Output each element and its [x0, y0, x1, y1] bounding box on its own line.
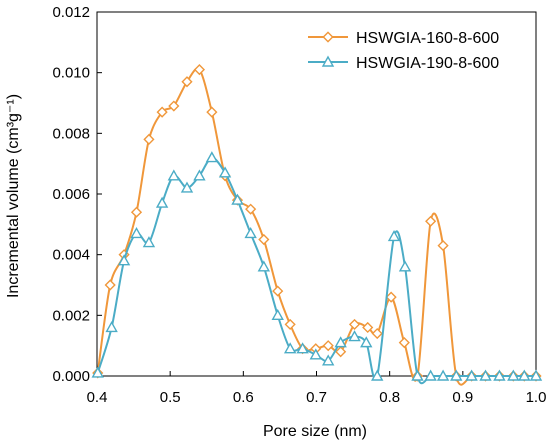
- triangle-marker: [105, 321, 118, 333]
- triangle-marker: [450, 369, 463, 381]
- x-axis-label: Pore size (nm): [263, 423, 367, 440]
- triangle-marker: [271, 308, 284, 321]
- legend: HSWGIA-160-8-600 HSWGIA-190-8-600: [308, 30, 499, 72]
- triangle-marker: [283, 342, 297, 354]
- y-tick-label: 0.010: [52, 65, 90, 82]
- x-axis-ticks: 0.4 0.5 0.6 0.7 0.8 0.9 1.0: [87, 371, 547, 406]
- diamond-marker: [206, 106, 218, 118]
- x-tick-label: 0.9: [452, 389, 473, 406]
- triangle-marker: [205, 151, 219, 163]
- diamond-marker: [362, 321, 374, 334]
- triangle-marker: [244, 226, 257, 239]
- triangle-marker: [309, 348, 322, 360]
- triangle-marker: [424, 369, 437, 381]
- diamond-marker: [130, 206, 143, 218]
- diamond-marker: [245, 203, 257, 215]
- diamond-marker: [272, 285, 284, 297]
- x-tick-label: 0.5: [160, 389, 181, 406]
- y-tick-label: 0.004: [52, 247, 90, 264]
- triangle-marker: [91, 366, 104, 378]
- diamond-marker: [348, 318, 361, 331]
- triangle-marker: [529, 369, 543, 381]
- triangle-marker: [398, 260, 412, 272]
- y-tick-label: 0.002: [52, 307, 90, 324]
- legend-item: HSWGIA-160-8-600: [308, 30, 499, 47]
- triangle-marker: [231, 193, 244, 205]
- series-1: [92, 64, 542, 386]
- diamond-marker: [156, 106, 168, 118]
- y-axis-ticks: 0.000 0.002 0.004 0.006 0.008 0.010 0.012: [52, 4, 102, 385]
- diamond-marker: [104, 279, 116, 291]
- series-layer: [91, 64, 543, 386]
- triangle-marker: [334, 336, 347, 348]
- diamond-marker: [284, 318, 296, 331]
- diamond-marker: [371, 327, 383, 340]
- triangle-marker: [411, 369, 424, 381]
- triangle-marker: [218, 166, 232, 178]
- triangle-marker: [167, 169, 181, 181]
- triangle-marker: [493, 369, 506, 381]
- triangle-marker: [130, 226, 143, 239]
- triangle-marker: [322, 354, 335, 366]
- series-2: [91, 151, 543, 385]
- diamond-marker: [193, 64, 206, 76]
- x-tick-label: 0.4: [87, 389, 108, 406]
- legend-item: HSWGIA-190-8-600: [308, 55, 499, 72]
- triangle-marker: [321, 55, 335, 67]
- diamond-marker: [398, 337, 410, 349]
- y-tick-label: 0.006: [52, 186, 90, 203]
- diamond-marker: [322, 31, 334, 43]
- legend-label: HSWGIA-190-8-600: [356, 55, 499, 72]
- x-tick-label: 1.0: [526, 389, 547, 406]
- legend-label: HSWGIA-160-8-600: [356, 30, 499, 47]
- triangle-marker: [507, 369, 520, 381]
- triangle-marker: [360, 336, 373, 348]
- diamond-marker: [143, 133, 155, 145]
- triangle-marker: [193, 169, 206, 181]
- triangle-marker: [142, 236, 156, 248]
- y-tick-label: 0.000: [52, 368, 90, 385]
- x-tick-label: 0.6: [233, 389, 254, 406]
- triangle-marker: [465, 369, 478, 381]
- y-tick-label: 0.012: [52, 4, 90, 21]
- triangle-marker: [479, 369, 492, 381]
- y-axis-label: Incremental volume (cm³g⁻¹): [5, 94, 22, 298]
- diamond-marker: [437, 239, 449, 252]
- diamond-marker: [181, 76, 193, 88]
- triangle-marker: [296, 342, 309, 354]
- diamond-marker: [258, 233, 270, 246]
- triangle-marker: [371, 369, 384, 381]
- diamond-marker: [168, 100, 180, 112]
- triangle-marker: [180, 181, 194, 193]
- triangle-marker: [257, 260, 271, 272]
- y-tick-label: 0.008: [52, 125, 90, 142]
- diamond-marker: [335, 346, 347, 358]
- triangle-marker: [387, 230, 401, 242]
- triangle-marker: [436, 369, 450, 381]
- x-tick-label: 0.7: [306, 389, 327, 406]
- diamond-marker: [322, 340, 334, 352]
- triangle-marker: [155, 196, 169, 208]
- triangle-marker: [117, 254, 131, 266]
- x-tick-label: 0.8: [379, 389, 400, 406]
- diamond-marker: [385, 291, 397, 303]
- triangle-marker: [348, 330, 361, 342]
- triangle-marker: [518, 369, 531, 381]
- diamond-marker: [425, 215, 437, 227]
